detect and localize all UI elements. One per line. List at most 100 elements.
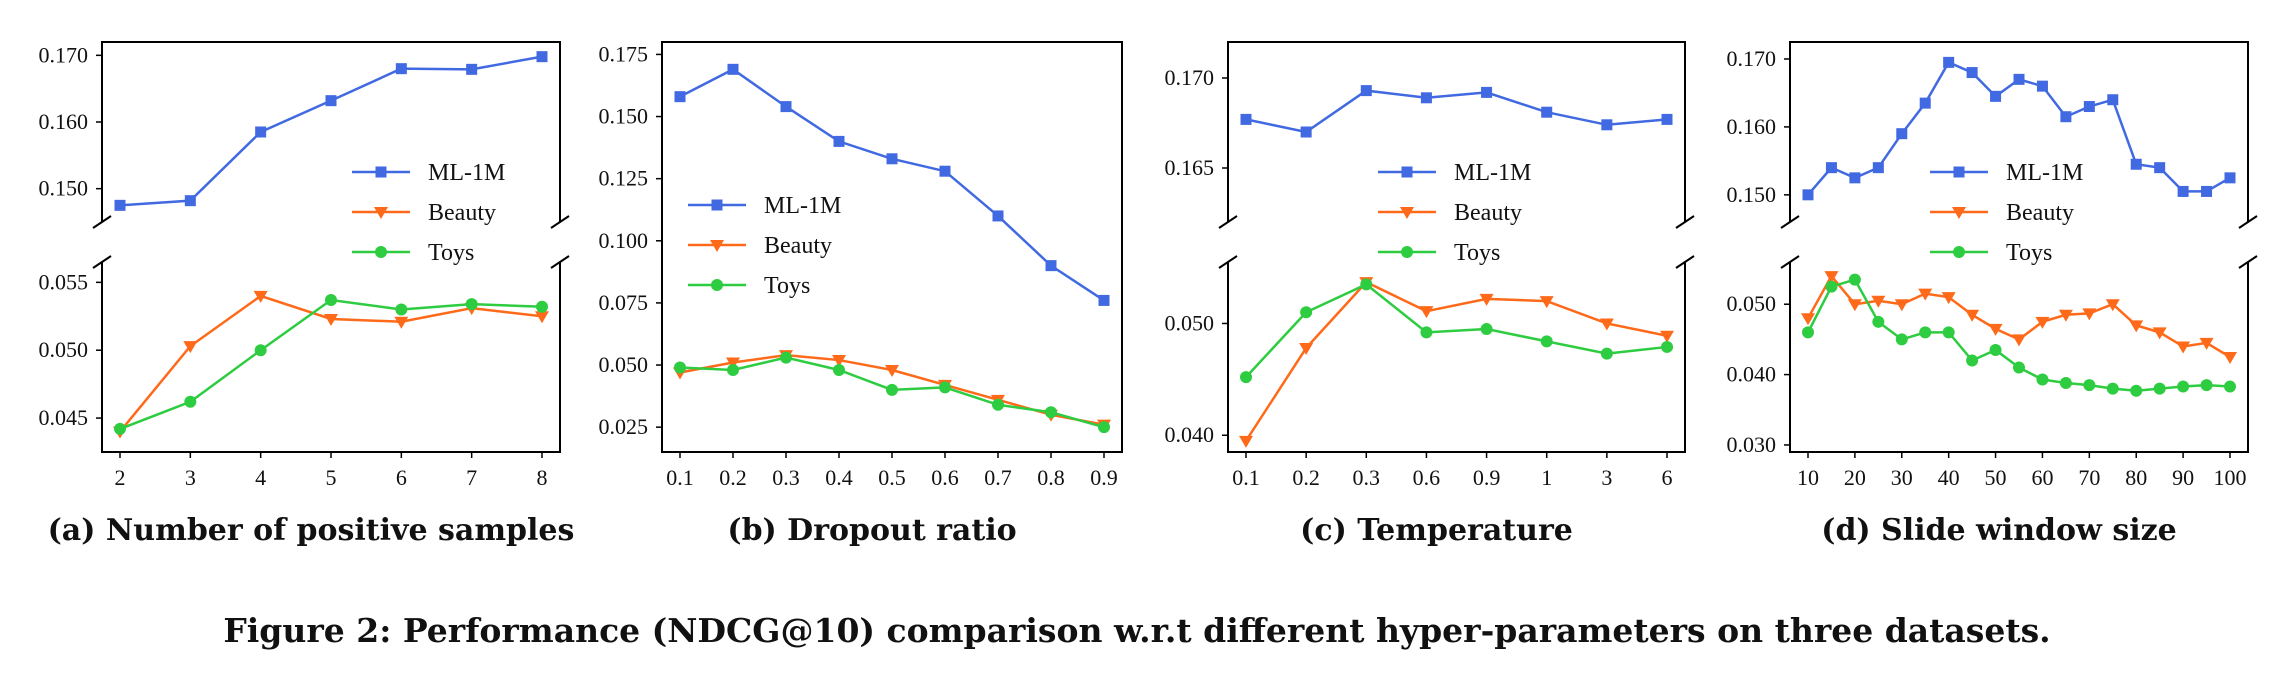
series-beauty — [1801, 271, 2237, 364]
x-tick-label: 10 — [1797, 465, 1819, 490]
x-tick-label: 0.6 — [931, 465, 959, 490]
data-point — [1825, 162, 1837, 174]
series-line — [679, 67, 1105, 302]
y-tick-label: 0.150 — [1727, 182, 1777, 207]
data-point — [114, 422, 126, 435]
data-point — [1045, 260, 1057, 272]
x-tick-label: 8 — [537, 465, 548, 490]
data-point — [1849, 172, 1861, 184]
x-tick-label: 0.7 — [984, 465, 1012, 490]
figure-caption: Figure 2: Performance (NDCG@10) comparis… — [223, 611, 2050, 650]
data-point — [2201, 185, 2213, 197]
y-tick-label: 0.125 — [599, 166, 649, 191]
x-tick-label: 90 — [2172, 465, 2194, 490]
data-point — [465, 298, 478, 311]
x-tick-label: 0.1 — [1232, 465, 1260, 490]
data-point — [1895, 333, 1908, 346]
data-point — [1541, 106, 1553, 118]
data-point — [1661, 340, 1673, 353]
series-toys — [114, 294, 548, 435]
legend-marker — [1400, 207, 1414, 219]
y-tick-label: 0.050 — [1165, 310, 1215, 335]
data-point — [2200, 379, 2213, 392]
y-tick-label: 0.170 — [39, 42, 89, 67]
y-tick-label: 0.160 — [39, 109, 89, 134]
y-tick-label: 0.150 — [39, 176, 89, 201]
data-point — [2083, 101, 2095, 113]
legend-label: ML-1M — [428, 160, 505, 186]
data-point — [536, 300, 548, 313]
data-point — [2036, 80, 2048, 92]
x-tick-label: 2 — [115, 465, 126, 490]
x-tick-label: 80 — [2125, 465, 2147, 490]
data-point — [2152, 327, 2167, 340]
legend-label: Beauty — [1454, 200, 1522, 226]
x-tick-label: 6 — [1662, 465, 1673, 490]
data-point — [394, 316, 409, 329]
data-point — [2129, 320, 2144, 333]
data-point — [1989, 343, 2002, 356]
axes-frame-upper — [1789, 41, 2249, 222]
axes-frame-lower — [1789, 262, 2249, 453]
data-point — [535, 311, 549, 324]
data-point — [1872, 315, 1885, 328]
data-point — [2013, 73, 2025, 85]
data-point — [1824, 271, 1839, 284]
x-tick-label: 60 — [2031, 465, 2053, 490]
data-point — [1941, 292, 1956, 305]
axes-frame-lower — [1227, 262, 1686, 453]
legend-marker — [375, 246, 387, 258]
data-point — [1847, 299, 1862, 312]
series-line — [1245, 89, 1668, 134]
data-point — [2082, 308, 2097, 321]
data-point — [1420, 92, 1432, 104]
data-point — [1479, 293, 1494, 306]
data-point — [674, 91, 686, 103]
legend-marker — [375, 166, 387, 178]
data-point — [726, 357, 740, 370]
x-tick-label: 3 — [185, 465, 196, 490]
legend-marker — [1952, 207, 1966, 219]
x-tick-label: 6 — [396, 465, 407, 490]
data-point — [1299, 343, 1314, 356]
series-toys — [1802, 273, 2236, 397]
data-point — [324, 314, 338, 326]
y-tick-label: 0.025 — [599, 414, 649, 439]
data-point — [2013, 361, 2025, 374]
x-tick-label: 20 — [1844, 465, 1866, 490]
legend-marker — [710, 240, 724, 252]
legend-label: Toys — [764, 273, 810, 299]
data-point — [254, 344, 267, 357]
x-tick-label: 100 — [2214, 465, 2247, 490]
data-point — [1300, 306, 1313, 319]
data-point — [183, 341, 198, 354]
data-point — [833, 364, 845, 376]
axis-break-mark — [550, 215, 570, 229]
legend: ML-1M Beauty Toys — [1930, 160, 2083, 266]
series-toys — [1240, 278, 1673, 384]
legend-marker — [1953, 166, 1965, 178]
legend-label: Toys — [428, 240, 474, 266]
axis-break-mark — [2238, 255, 2258, 269]
data-point — [2154, 162, 2166, 174]
data-point — [1419, 306, 1434, 319]
series-toys — [674, 351, 1110, 434]
legend: ML-1M Beauty Toys — [1378, 160, 1531, 266]
data-point — [1240, 371, 1252, 384]
data-point — [1540, 335, 1553, 348]
data-point — [1966, 67, 1978, 79]
x-tick-label: 0.6 — [1413, 465, 1441, 490]
data-point — [255, 126, 267, 138]
x-tick-label: 1 — [1541, 465, 1552, 490]
data-point — [1942, 326, 1955, 339]
data-point — [253, 290, 268, 303]
data-point — [2176, 341, 2191, 354]
data-point — [395, 63, 407, 75]
data-point — [2083, 379, 2096, 392]
x-tick-label: 70 — [2078, 465, 2100, 490]
data-point — [1802, 326, 1814, 339]
legend-marker — [374, 207, 388, 219]
data-point — [1300, 126, 1312, 138]
data-point — [1988, 323, 2003, 336]
